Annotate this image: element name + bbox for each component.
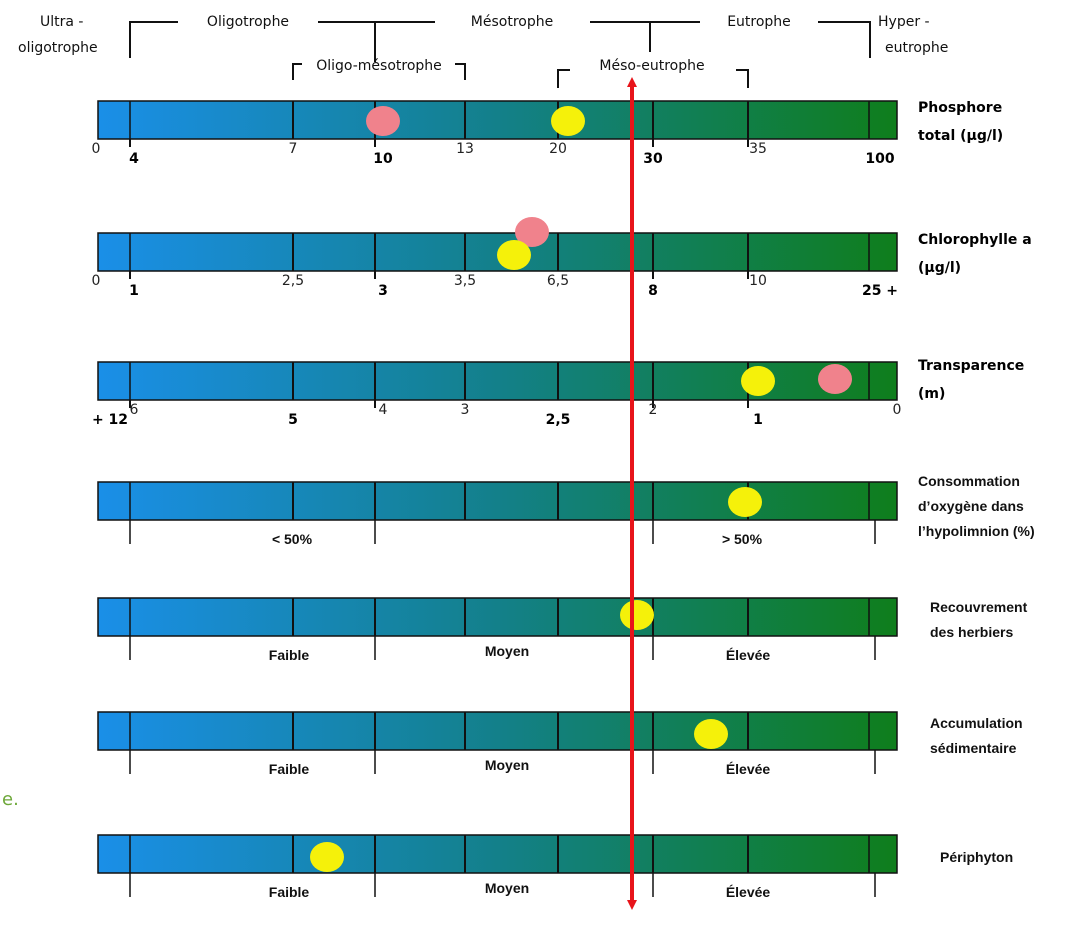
scale-tick-label: 13 [456,141,474,157]
scale-tick-label: 6,5 [547,273,569,289]
header-eutro-label: Eutrophe [727,14,791,30]
scale-periphyton: Faible Moyen Élevée Périphyton [97,834,1013,900]
scale-sediment: Faible Moyen Élevée Accumulation sédimentair… [97,711,1023,777]
scale-tick-label: 0 [92,273,101,289]
header-hyper-label-2: eutrophe [885,40,948,56]
scale-tick-label: 0 [92,141,101,157]
trophic-header: Ultra - oligotrophe Oligotrophe Mésotrop… [18,14,948,88]
scale-transparence: + 126 5 4 3 2,5 2 1 0 Transparence (m) [92,358,1024,428]
scale-label-herbiers: des herbiers [930,624,1013,640]
yellow-marker [694,719,728,749]
scale-tick-label: 1 [129,283,139,299]
scale-tick-label: 2 [649,402,658,418]
scale-tick-label: 30 [643,151,663,167]
yellow-marker [620,600,654,630]
header-hyper-label-1: Hyper - [878,14,930,30]
scale-tick-label: 10 [749,273,767,289]
scale-label-sediment: Accumulation [930,715,1023,731]
scale-oxygene: < 50% > 50% Consommation d’oxygène dans l’hy… [97,473,1035,547]
header-ultra-label-2: oligotrophe [18,40,98,56]
yellow-marker [310,842,344,872]
scale-herbiers: Faible Moyen Élevée Recouvrement des herbier… [97,597,1028,663]
scale-bar [97,834,898,874]
scale-label-oxygene: l’hypolimnion (%) [918,523,1035,539]
scale-category-label: Moyen [485,880,529,896]
scale-tick-label: 8 [648,283,658,299]
header-oligo-meso-label: Oligo-mésotrophe [316,58,442,74]
scale-label-transparence: (m) [918,386,945,402]
scale-tick-label: 4 [129,151,139,167]
scale-tick-label: 3 [461,402,470,418]
scale-tick-label: 100 [865,151,894,167]
scale-tick-label: + 12 [92,412,128,428]
scale-label-oxygene: d’oxygène dans [918,498,1024,514]
scale-category-label: Faible [269,647,310,663]
scale-tick-label: 35 [749,141,767,157]
scale-label-herbiers: Recouvrement [930,599,1028,615]
scale-category-label: Moyen [485,643,529,659]
pink-marker [515,217,549,247]
scale-category-label: Faible [269,761,310,777]
scale-label-periphyton: Périphyton [940,849,1013,865]
scale-tick-label: 3 [378,283,388,299]
scale-tick-label: 3,5 [454,273,476,289]
pink-marker [818,364,852,394]
scale-tick-label: 7 [289,141,298,157]
scale-tick-label: 20 [549,141,567,157]
scale-category-label: Élevée [726,884,771,900]
scale-bar [97,100,898,140]
yellow-marker [497,240,531,270]
scale-tick-label: 1 [753,412,763,428]
scale-tick-label: 25 + [862,283,898,299]
scale-category-label: Élevée [726,647,771,663]
scale-label-transparence: Transparence [918,358,1024,374]
header-ultra-label-1: Ultra - [40,14,83,30]
scale-bar [97,481,898,521]
scale-category-label: Élevée [726,761,771,777]
scale-label-chlorophylle: Chlorophylle a [918,232,1032,248]
scale-label-sediment: sédimentaire [930,740,1017,756]
header-oligo-label: Oligotrophe [207,14,289,30]
scale-tick-label: 6 [130,402,139,418]
scale-label-phosphore: Phosphore [918,100,1002,116]
scale-phosphore: 0 4 7 10 13 20 30 35 100 Phosphore total (µg/l) [92,100,1004,167]
scale-category-label: Moyen [485,757,529,773]
header-meso-label: Mésotrophe [471,14,553,30]
scale-tick-label: 4 [379,402,388,418]
scale-category-label: < 50% [272,531,313,547]
scale-chlorophylle: 0 1 2,5 3 3,5 6,5 8 10 25 + Chlorophylle a (µg/l) [92,217,1032,299]
scale-category-label: > 50% [722,531,763,547]
scale-category-label: Faible [269,884,310,900]
yellow-marker [741,366,775,396]
yellow-marker [728,487,762,517]
yellow-marker [551,106,585,136]
scale-label-phosphore: total (µg/l) [918,128,1003,144]
scale-tick-label: 2,5 [546,412,571,428]
scale-bar [97,711,898,751]
scale-label-oxygene: Consommation [918,473,1020,489]
scale-bar [97,597,898,637]
scale-label-chlorophylle: (µg/l) [918,260,961,276]
header-meso-eutro-label: Méso-eutrophe [599,58,704,74]
scale-tick-label: 2,5 [282,273,304,289]
scale-tick-label: 0 [893,402,902,418]
scale-tick-label: 5 [288,412,298,428]
header-lines [129,21,871,88]
side-text: e. [2,789,19,810]
scale-bar [97,361,898,401]
pink-marker [366,106,400,136]
scale-tick-label: 10 [373,151,393,167]
